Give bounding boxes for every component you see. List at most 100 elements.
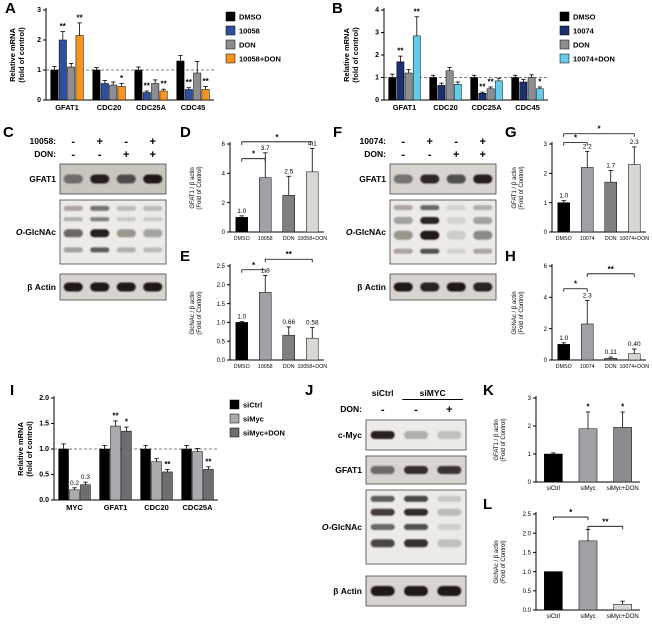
- svg-text:2: 2: [544, 172, 548, 178]
- svg-text:siCtrl: siCtrl: [546, 486, 560, 492]
- bar-chart-svg: GFAT1 / β actin (Fold of Control) 0 1 2 3 DMSO…: [512, 125, 649, 242]
- svg-text:+: +: [150, 149, 156, 161]
- svg-text:2: 2: [528, 424, 532, 430]
- svg-text:+: +: [427, 136, 433, 148]
- svg-text:DMSO: DMSO: [573, 13, 596, 22]
- svg-text:DON: DON: [283, 364, 295, 370]
- svg-text:10074+DON: 10074+DON: [619, 364, 649, 370]
- svg-text:0: 0: [222, 230, 226, 236]
- svg-text:0.5: 0.5: [217, 339, 226, 345]
- panel-j-western-blot: siCtrl siMYC DON: - - + c-Myc GFAT1 O-GlcNAc β Ac…: [308, 386, 478, 614]
- svg-text:10074+DON: 10074+DON: [619, 236, 649, 242]
- svg-text:1.5: 1.5: [523, 551, 532, 557]
- panel-letter-c: C: [3, 124, 14, 141]
- svg-text:CDC25A: CDC25A: [136, 103, 167, 112]
- svg-text:2.0: 2.0: [39, 395, 49, 402]
- svg-text:GFAT1: GFAT1: [104, 503, 128, 512]
- svg-text:0.0: 0.0: [39, 497, 49, 504]
- svg-text:**: **: [76, 13, 83, 22]
- svg-text:0: 0: [37, 97, 41, 104]
- svg-text:+: +: [480, 136, 486, 148]
- svg-text:O-GlcNAc: O-GlcNAc: [322, 522, 362, 532]
- panel-g-bar-chart: GFAT1 / β actin (Fold of Control) 0 1 2 3 DMSO…: [508, 125, 650, 248]
- svg-text:*: *: [569, 508, 573, 517]
- svg-text:DON: DON: [573, 41, 590, 50]
- svg-text:*: *: [125, 418, 129, 427]
- svg-text:0.5: 0.5: [523, 589, 532, 595]
- panel-letter-h: H: [505, 248, 516, 265]
- panel-letter-i: I: [10, 382, 15, 399]
- svg-text:4: 4: [375, 7, 379, 14]
- svg-text:1.0: 1.0: [39, 446, 49, 453]
- svg-text:+: +: [453, 149, 459, 161]
- panel-k-bar-chart: GFAT1 / β actin (Fold of Control) 0 1 2 3 siCt…: [490, 386, 648, 498]
- svg-text:(Fold of Control): (Fold of Control): [501, 540, 507, 583]
- svg-text:1.0: 1.0: [523, 570, 532, 576]
- svg-text:**: **: [479, 83, 486, 92]
- svg-text:2.0: 2.0: [523, 531, 532, 537]
- svg-text:siMyc: siMyc: [580, 486, 595, 492]
- svg-text:3: 3: [37, 7, 41, 14]
- svg-text:2.3: 2.3: [583, 292, 592, 299]
- svg-text:0: 0: [528, 480, 532, 486]
- svg-text:0.0: 0.0: [523, 608, 532, 614]
- panel-letter-j: J: [305, 382, 314, 399]
- svg-text:*: *: [538, 77, 542, 86]
- svg-text:GFAT1 / β actin: GFAT1 / β actin: [190, 167, 196, 208]
- western-blot-svg: siCtrl siMYC DON: - - + c-Myc GFAT1 O-GlcNAc β Ac…: [322, 388, 467, 607]
- svg-text:GlcNAc / β actin: GlcNAc / β actin: [512, 291, 518, 334]
- svg-text:4: 4: [222, 172, 226, 178]
- svg-text:4: 4: [544, 296, 548, 302]
- panel-f-western-blot: 10074: - + - + DON: - - + + GFAT1 O-GlcNAc β Actin: [336, 134, 504, 306]
- svg-text:+: +: [150, 136, 156, 148]
- svg-text:Relative mRNA: Relative mRNA: [8, 28, 17, 82]
- svg-text:10074:: 10074:: [360, 136, 387, 146]
- panel-l-bar-chart: GlcNAc / β actin (Fold of Control) 0.0 0.5 1…: [490, 500, 648, 628]
- svg-text:+: +: [446, 404, 452, 416]
- svg-text:GFAT1: GFAT1: [359, 174, 386, 184]
- svg-text:(Fold of Control): (Fold of Control): [197, 166, 203, 209]
- svg-text:10058+DON: 10058+DON: [297, 236, 327, 242]
- svg-text:MYC: MYC: [66, 503, 83, 512]
- panel-letter-b: B: [332, 0, 343, 17]
- svg-text:*: *: [597, 125, 601, 134]
- bar-chart-svg: GlcNAc / β actin (Fold of Control) 0.0 0.5 1…: [494, 508, 640, 620]
- svg-text:1: 1: [375, 75, 379, 82]
- svg-text:1.0: 1.0: [217, 321, 226, 327]
- svg-text:0.40: 0.40: [628, 341, 641, 348]
- panel-letter-a: A: [5, 0, 16, 17]
- bar-chart-svg: Relative mRNA (fold of control) 0 1 2 3 4 GFAT1…: [342, 7, 615, 112]
- svg-text:GFAT1: GFAT1: [393, 103, 417, 112]
- panel-letter-g: G: [505, 124, 517, 141]
- svg-text:2.2: 2.2: [583, 143, 592, 150]
- svg-text:*: *: [120, 74, 124, 83]
- svg-text:DON: DON: [283, 236, 295, 242]
- svg-text:siMyc+DON: siMyc+DON: [607, 614, 639, 620]
- svg-text:siMyc: siMyc: [580, 614, 595, 620]
- panel-letter-f: F: [333, 124, 343, 141]
- svg-text:siCtrl: siCtrl: [243, 401, 262, 410]
- svg-text:2.5: 2.5: [523, 512, 532, 518]
- svg-text:DON:: DON:: [364, 149, 386, 159]
- svg-text:c-Myc: c-Myc: [338, 430, 362, 440]
- svg-text:siCtrl: siCtrl: [372, 388, 394, 398]
- svg-text:CDC25A: CDC25A: [182, 503, 213, 512]
- svg-text:GFAT1: GFAT1: [335, 465, 362, 475]
- svg-text:-: -: [124, 136, 128, 148]
- svg-text:1.0: 1.0: [559, 193, 568, 200]
- svg-text:-: -: [401, 149, 405, 161]
- svg-text:*: *: [574, 134, 578, 143]
- svg-text:3: 3: [544, 142, 548, 148]
- svg-text:DMSO: DMSO: [234, 236, 250, 242]
- svg-text:10074+DON: 10074+DON: [573, 55, 615, 64]
- svg-text:-: -: [401, 136, 405, 148]
- svg-text:GFAT1: GFAT1: [29, 174, 56, 184]
- svg-text:(fold of control): (fold of control): [351, 27, 360, 83]
- bar-chart-svg: GlcNAc / β actin (Fold of Control) 0 2 4 6 DMS…: [512, 264, 649, 370]
- svg-text:GlcNAc / β actin: GlcNAc / β actin: [494, 540, 500, 583]
- bar-chart-svg: GFAT1 / β actin (Fold of Control) 0 1 2 3 siCt…: [494, 396, 640, 492]
- svg-text:siCtrl: siCtrl: [546, 614, 560, 620]
- svg-text:DON: DON: [239, 41, 256, 50]
- bar-chart-svg: Relative mRNA (fold of control) 0 1 2 3 GFAT1 C…: [8, 7, 281, 112]
